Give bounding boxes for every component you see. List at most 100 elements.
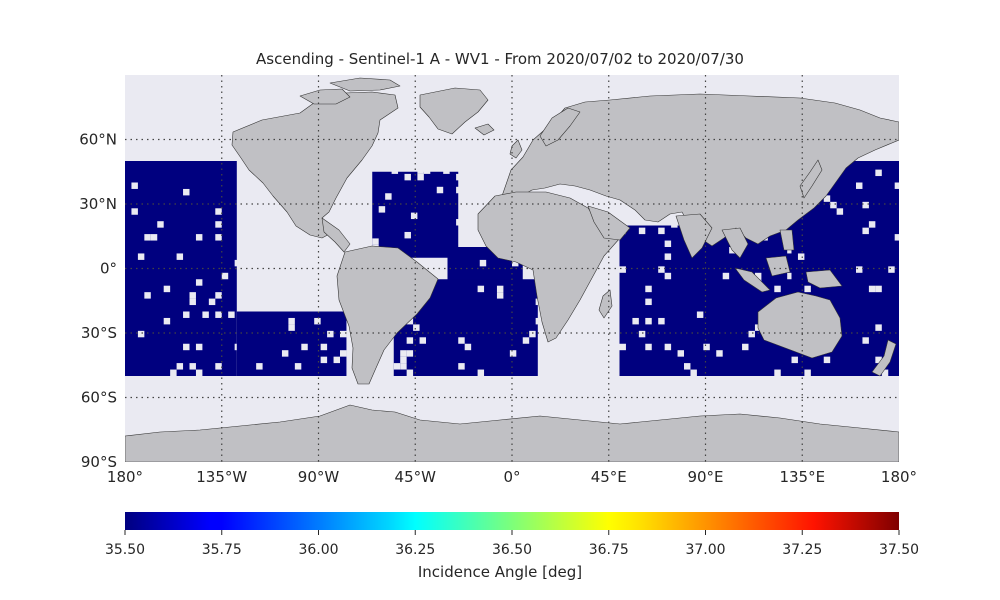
colorbar <box>125 512 899 530</box>
data-gap <box>163 317 171 325</box>
data-gap <box>215 234 222 241</box>
data-gap <box>804 285 811 293</box>
data-gap <box>458 363 465 370</box>
lat-tick-label: 60°N <box>79 131 117 149</box>
data-gap <box>195 234 203 241</box>
data-gap <box>144 234 151 241</box>
lon-tick-label: 45°E <box>591 468 627 486</box>
data-gap <box>804 369 811 376</box>
data-gap <box>791 356 798 364</box>
colorbar-label: Incidence Angle [deg] <box>417 563 583 581</box>
data-gap <box>479 259 487 267</box>
data-gap <box>645 343 652 351</box>
data-gap <box>189 292 196 299</box>
landmass-arabia <box>587 205 631 241</box>
data-gap <box>856 182 863 189</box>
data-gap <box>410 212 418 220</box>
data-gap <box>208 298 216 306</box>
data-gap <box>619 343 626 351</box>
data-gap <box>894 234 899 241</box>
data-gap <box>754 272 762 280</box>
data-gap <box>333 356 340 364</box>
landmass-eurasia <box>501 93 899 247</box>
observation-region <box>372 167 463 258</box>
landmass-africa <box>477 191 621 343</box>
graticule <box>125 75 899 462</box>
landmass-arctic-islands <box>299 88 351 105</box>
data-gap <box>823 356 831 364</box>
data-gap <box>183 343 190 351</box>
data-gap <box>512 259 519 267</box>
lon-tick-label: 0° <box>503 468 520 486</box>
lat-tick-label: 90°S <box>81 453 117 471</box>
data-gap <box>372 238 379 245</box>
data-gap <box>868 221 876 228</box>
data-gap <box>862 201 869 209</box>
landmass-north-america <box>231 91 399 239</box>
data-gap <box>888 266 895 273</box>
data-gap <box>875 169 882 177</box>
data-gap <box>881 369 889 376</box>
data-gap <box>645 317 652 325</box>
data-gap <box>875 356 882 364</box>
data-gap <box>294 363 302 370</box>
data-gap <box>202 311 209 318</box>
landmass-central-america <box>321 217 351 253</box>
landmass-india <box>675 213 713 259</box>
data-gap <box>658 227 665 235</box>
landmass-new-guinea <box>805 269 843 289</box>
landmass-sumatra <box>734 267 771 293</box>
landmass-iceland <box>474 123 495 136</box>
landmass-japan <box>799 159 823 199</box>
data-gap <box>327 330 334 338</box>
landmass-canadian-archipelago <box>329 77 401 92</box>
data-gap <box>742 343 749 351</box>
data-gap <box>856 266 863 273</box>
data-gap <box>215 363 222 370</box>
data-gap <box>195 279 203 286</box>
landmass-south-america <box>336 245 439 385</box>
data-gap <box>645 298 652 306</box>
colorbar-tick-label: 37.00 <box>685 542 725 558</box>
data-gap <box>664 253 672 260</box>
data-gap <box>703 343 710 351</box>
observation-cells <box>125 156 899 376</box>
landmass-british-isles <box>509 139 523 159</box>
data-gap <box>170 369 177 376</box>
data-gap <box>509 350 517 357</box>
data-gap <box>163 285 171 293</box>
data-gap <box>638 227 646 235</box>
lat-tick-label: 60°S <box>81 389 117 407</box>
data-gap <box>404 231 411 239</box>
data-gap <box>195 343 203 351</box>
data-gap <box>288 317 295 325</box>
data-gap <box>535 317 543 325</box>
data-gap <box>256 363 263 370</box>
data-gap <box>619 266 626 273</box>
data-gap <box>340 350 347 357</box>
chart-title: Ascending - Sentinel-1 A - WV1 - From 20… <box>256 50 744 68</box>
data-gap <box>443 167 450 174</box>
data-gap <box>496 285 504 293</box>
data-gap <box>875 285 882 293</box>
data-gap <box>664 240 672 247</box>
data-gap <box>131 208 138 215</box>
data-gap <box>862 337 869 344</box>
colorbar-tick-label: 36.00 <box>298 542 338 558</box>
data-gap <box>645 285 652 293</box>
data-gap <box>215 311 222 318</box>
data-gap <box>419 337 426 344</box>
data-gap <box>836 208 844 215</box>
observation-region <box>236 311 347 376</box>
data-gap <box>464 343 472 351</box>
data-gap <box>215 208 222 215</box>
data-gap <box>458 337 465 344</box>
data-gap <box>183 188 190 196</box>
colorbar-tick-label: 36.25 <box>395 542 435 558</box>
data-gap <box>378 206 386 213</box>
data-gap <box>456 186 463 194</box>
data-gap <box>894 182 899 189</box>
data-gap <box>391 167 399 174</box>
lon-tick-label: 90°E <box>687 468 723 486</box>
data-gap <box>722 272 730 280</box>
